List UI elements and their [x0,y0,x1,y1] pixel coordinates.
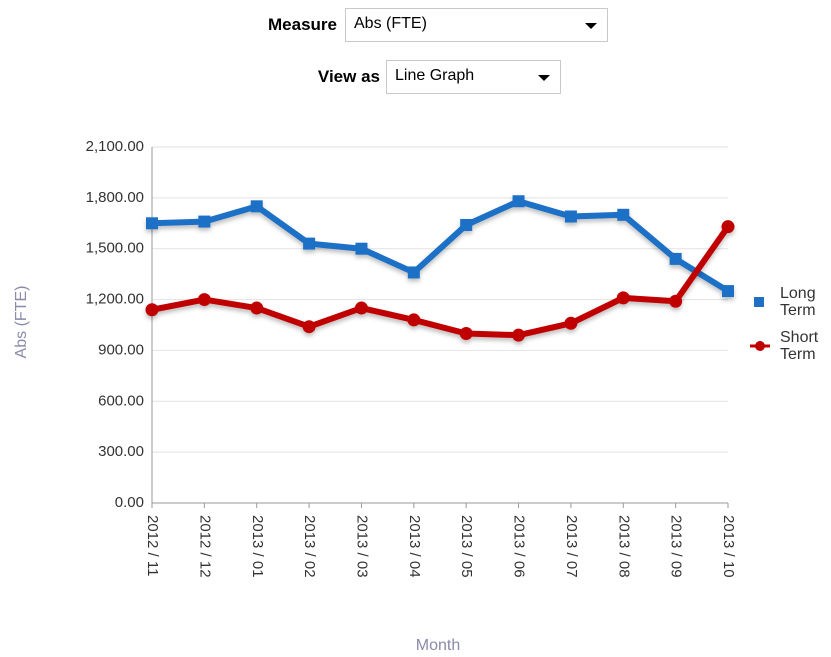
marker [146,217,158,230]
marker [355,242,368,255]
marker [512,195,525,208]
x-tick-label: 2012 / 12 [196,515,213,578]
marker [669,252,682,265]
dropdown-arrow [585,23,597,29]
x-tick-label: 2013 / 09 [668,515,685,578]
x-tick-label: 2013 / 04 [406,515,423,578]
y-tick-label: 600.00 [98,392,144,409]
marker [197,293,211,307]
line [151,198,730,294]
y-tick-label: 0.00 [115,494,144,511]
marker [460,218,473,231]
marker [250,200,263,213]
x-axis-title: Month [416,637,460,654]
x-tick-label: 2013 / 08 [615,515,632,578]
x-tick-label: 2012 / 11 [144,515,161,576]
marker [303,237,316,250]
x-tick-label: 2013 / 03 [353,515,370,578]
x-tick-label: 2013 / 10 [720,515,737,578]
marker [564,316,578,330]
marker [617,208,630,221]
x-tick-label: 2013 / 01 [249,515,266,578]
view-as-value: Line Graph [395,67,475,84]
y-tick-label: 1,200.00 [86,291,144,308]
marker [407,313,421,327]
marker [354,301,368,315]
marker [512,328,526,342]
legend-marker [754,297,764,307]
marker [669,294,683,308]
marker [722,285,734,298]
legend-marker [755,341,765,351]
y-tick-label: 300.00 [98,443,144,460]
marker [459,326,473,340]
x-tick-label: 2013 / 07 [563,515,580,578]
legend-label: Short Term [780,329,819,363]
y-tick-label: 2,100.00 [86,138,144,155]
marker [564,210,577,223]
measure-label: Measure [268,15,337,34]
series [145,220,735,342]
view-as-label: View as [317,67,380,86]
marker [145,303,159,317]
x-tick-label: 2013 / 02 [301,515,318,578]
y-tick-label: 1,800.00 [86,189,144,206]
y-axis-title: Abs (FTE) [13,286,30,359]
series [146,195,734,298]
measure-value: Abs (FTE) [354,15,427,32]
marker [616,291,630,305]
y-tick-label: 900.00 [98,341,144,358]
x-tick-label: 2013 / 05 [458,515,475,578]
measure-select[interactable]: Abs (FTE) [345,8,608,42]
marker [721,220,735,234]
marker [198,215,211,228]
x-tick-label: 2013 / 06 [511,515,528,578]
marker [302,320,316,334]
legend-label: Long Term [780,285,816,319]
marker [407,266,420,279]
view-as-select[interactable]: Line Graph [386,60,561,94]
dropdown-arrow [538,75,550,81]
y-tick-label: 1,500.00 [86,240,144,257]
line [151,224,731,339]
marker [250,301,264,315]
